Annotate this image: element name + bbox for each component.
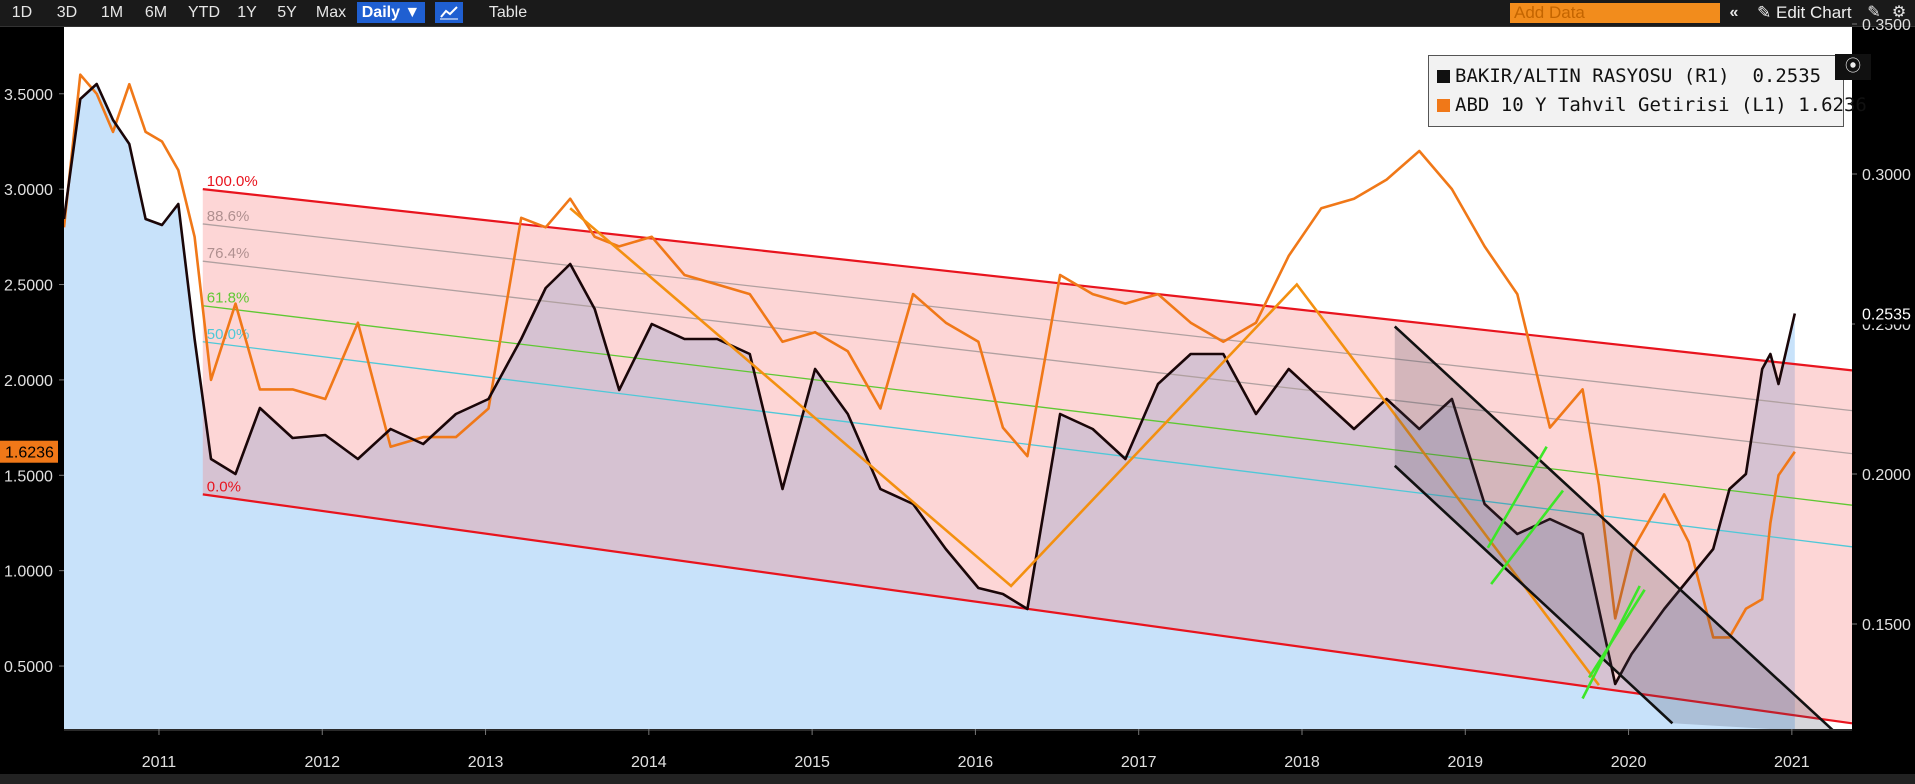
right-tick-label-4: 0.1500 [1862, 617, 1911, 634]
range-button-max[interactable]: Max [315, 4, 347, 21]
pencil-icon: ✎ [1757, 3, 1772, 22]
right-axis-band [1852, 27, 1915, 729]
left-tick-label-6: 0.5000 [4, 659, 53, 676]
left-tick-label-2: 2.5000 [4, 278, 53, 295]
left-tick-label-4: 1.5000 [4, 468, 53, 485]
treasury-yield-line [62, 73, 1796, 639]
fib-label-2: 76.4% [207, 245, 250, 262]
fib-label-5: 0.0% [207, 478, 241, 495]
legend-value-copper-gold: 0.2535 [1752, 65, 1822, 87]
x-tick-label-2021: 2021 [1774, 754, 1810, 771]
left-tick-label-5: 1.0000 [4, 564, 53, 581]
legend: BAKIR/ALTIN RASYOSU (R1) 0.2535 ABD 10 Y… [1428, 55, 1867, 127]
x-tick-label-2017: 2017 [1121, 754, 1157, 771]
pencil-icon[interactable]: ✎ [1867, 4, 1881, 21]
fib-label-1: 88.6% [207, 208, 250, 225]
fib-line-2 [202, 260, 1853, 455]
x-tick-label-2019: 2019 [1447, 754, 1483, 771]
zigzag-trend-line [569, 207, 1600, 686]
fib-label-0: 100.0% [207, 173, 258, 190]
right-tick-label-0: 0.3500 [1862, 17, 1911, 34]
legend-label-treasury: ABD 10 Y Tahvil Getirisi (L1) [1455, 94, 1787, 116]
frequency-dropdown[interactable]: Daily ▼ [357, 2, 425, 23]
range-button-1m[interactable]: 1M [100, 4, 124, 21]
fib-line-1 [202, 223, 1853, 412]
x-tick-label-2012: 2012 [304, 754, 340, 771]
left-axis-band [0, 27, 64, 729]
x-tick-label-2013: 2013 [468, 754, 504, 771]
edit-chart-button[interactable]: ✎ Edit Chart [1757, 2, 1852, 23]
annotation-layer [569, 207, 1837, 734]
fib-label-3: 61.8% [207, 290, 250, 307]
range-button-1d[interactable]: 1D [11, 4, 33, 21]
left-last-value-tag [0, 440, 58, 463]
legend-value-treasury: 1.6236 [1798, 94, 1867, 116]
left-tick-label-0: 3.5000 [4, 87, 53, 104]
line-chart-icon[interactable] [435, 2, 463, 23]
axes-layer: 2011 2012 2013 2014 2015 2016 2017 2018 2019 2020… [0, 17, 1915, 784]
legend-label-copper-gold: BAKIR/ALTIN RASYOSU (R1) [1455, 65, 1730, 87]
x-tick-label-2014: 2014 [631, 754, 667, 771]
right-tick-label-3: 0.2000 [1862, 467, 1911, 484]
table-button[interactable]: Table [488, 4, 528, 21]
range-button-ytd[interactable]: YTD [188, 4, 220, 21]
left-tick-label-1: 3.0000 [4, 182, 53, 199]
double-chevron-left-icon[interactable]: « [1729, 4, 1739, 21]
chart-toolbar: 1D 3D 1M 6M YTD 1Y 5Y Max Daily ▼ Table « ✎ Edi… [0, 0, 1915, 27]
fib-line-3 [202, 305, 1853, 506]
black-channel-bottom [1393, 464, 1674, 725]
x-tick-label-2016: 2016 [958, 754, 994, 771]
range-button-5y[interactable]: 5Y [277, 4, 297, 21]
range-button-3d[interactable]: 3D [56, 4, 78, 21]
x-tick-label-2018: 2018 [1284, 754, 1320, 771]
add-data-input[interactable] [1510, 3, 1720, 23]
green-flag-mark-3 [1588, 589, 1646, 679]
legend-swatch-treasury [1437, 99, 1450, 112]
legend-entry-treasury: ABD 10 Y Tahvil Getirisi (L1) 1.6236 [1437, 92, 1867, 118]
right-tick-label-1: 0.3000 [1862, 167, 1911, 184]
left-last-value-label: 1.6236 [5, 445, 54, 462]
copper-gold-area [64, 84, 1795, 729]
legend-entry-copper-gold: BAKIR/ALTIN RASYOSU (R1) 0.2535 [1437, 63, 1821, 89]
black-channel-top [1393, 325, 1837, 734]
status-strip [0, 774, 1915, 784]
right-last-value-tag [1855, 302, 1913, 325]
legend-swatch-copper-gold [1437, 70, 1450, 83]
series-layer [62, 73, 1797, 686]
edit-chart-label: Edit Chart [1775, 3, 1852, 22]
range-button-6m[interactable]: 6M [144, 4, 168, 21]
area-layer [64, 84, 1795, 729]
x-tick-label-2015: 2015 [794, 754, 830, 771]
green-flag-mark-1 [1490, 489, 1565, 585]
right-last-value-label: 0.2535 [1862, 307, 1911, 324]
x-tick-label-2020: 2020 [1611, 754, 1647, 771]
record-circle-icon[interactable]: ⦿ [1835, 54, 1871, 80]
green-flag-mark-0 [1486, 446, 1548, 549]
fib-label-4: 50.0% [207, 326, 250, 343]
fib-line-4 [202, 341, 1853, 548]
fib-line-0 [202, 188, 1853, 372]
range-button-1y[interactable]: 1Y [237, 4, 257, 21]
x-tick-label-2011: 2011 [142, 754, 177, 771]
copper-gold-ratio-line [62, 82, 1797, 686]
gear-icon[interactable]: ⚙ [1891, 4, 1907, 21]
left-tick-label-3: 2.0000 [4, 373, 53, 390]
